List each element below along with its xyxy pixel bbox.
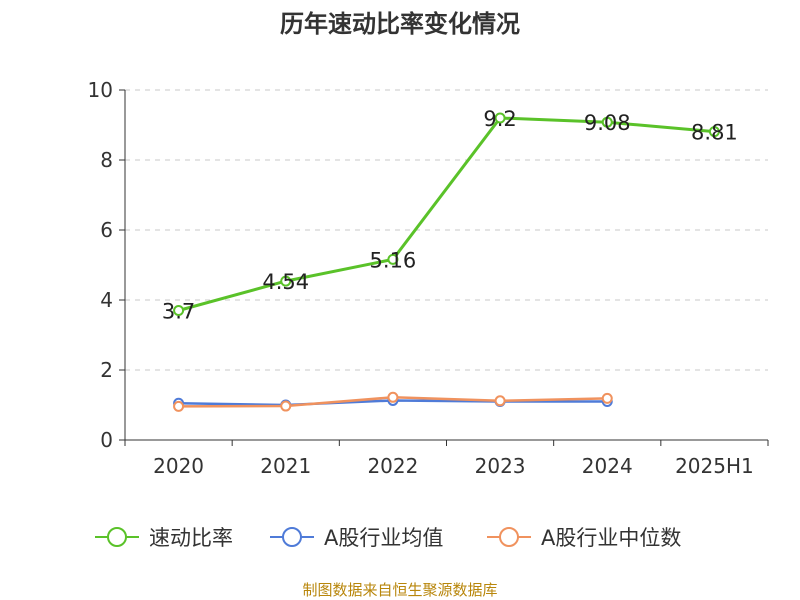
- legend-marker: [107, 527, 127, 547]
- data-label: 9.08: [584, 111, 631, 135]
- data-point: [387, 253, 399, 265]
- x-tick-label: 2020: [153, 454, 204, 478]
- data-point: [173, 305, 185, 316]
- legend-label: 速动比率: [149, 526, 233, 550]
- x-tick-label: 2022: [367, 454, 418, 478]
- grid-lines: [125, 89, 768, 371]
- data-point: [601, 392, 613, 404]
- data-label: 8.81: [691, 121, 738, 145]
- data-label: 3.7: [162, 300, 195, 324]
- chart-title: 历年速动比率变化情况: [280, 10, 520, 38]
- legend-label: A股行业中位数: [541, 526, 681, 550]
- y-tick-label: 10: [88, 78, 113, 102]
- x-tick-label: 2024: [582, 454, 633, 478]
- legend-label: A股行业均值: [324, 526, 443, 550]
- legend-item: A股行业均值: [270, 526, 443, 550]
- data-point: [280, 275, 292, 287]
- legend-item: 速动比率: [95, 526, 233, 550]
- data-label: 4.54: [262, 270, 309, 294]
- data-labels: 3.7 4.54 5.16 9.2 9.08 8.81: [162, 107, 738, 324]
- y-tick-label: 4: [100, 288, 113, 312]
- y-tick-label: 0: [100, 428, 113, 452]
- x-tick-label: 2023: [475, 454, 526, 478]
- data-point: [601, 116, 613, 128]
- y-tick-label: 2: [100, 358, 113, 382]
- data-point: [494, 112, 506, 124]
- data-point: [708, 126, 720, 138]
- data-label: 9.2: [483, 107, 516, 131]
- series-lines: [173, 112, 720, 412]
- data-point: [280, 400, 292, 412]
- y-tick-label: 8: [100, 148, 113, 172]
- legend-item: A股行业中位数: [487, 526, 681, 550]
- data-label: 5.16: [370, 248, 417, 272]
- series-line: [178, 116, 715, 312]
- data-point: [173, 400, 185, 412]
- legend-marker: [282, 527, 302, 547]
- axes: 0 2 4 6 8 10 2020 2021 2022 2023 2024 2025H1: [88, 78, 769, 478]
- source-note: 制图数据来自恒生聚源数据库: [302, 581, 498, 599]
- x-tick-label: 2021: [260, 454, 311, 478]
- data-point: [387, 391, 399, 403]
- y-tick-label: 6: [100, 218, 113, 242]
- data-point: [494, 395, 506, 407]
- x-tick-label: 2025H1: [675, 454, 754, 478]
- legend-marker: [499, 527, 519, 547]
- legend: 速动比率 A股行业均值 A股行业中位数: [95, 526, 681, 550]
